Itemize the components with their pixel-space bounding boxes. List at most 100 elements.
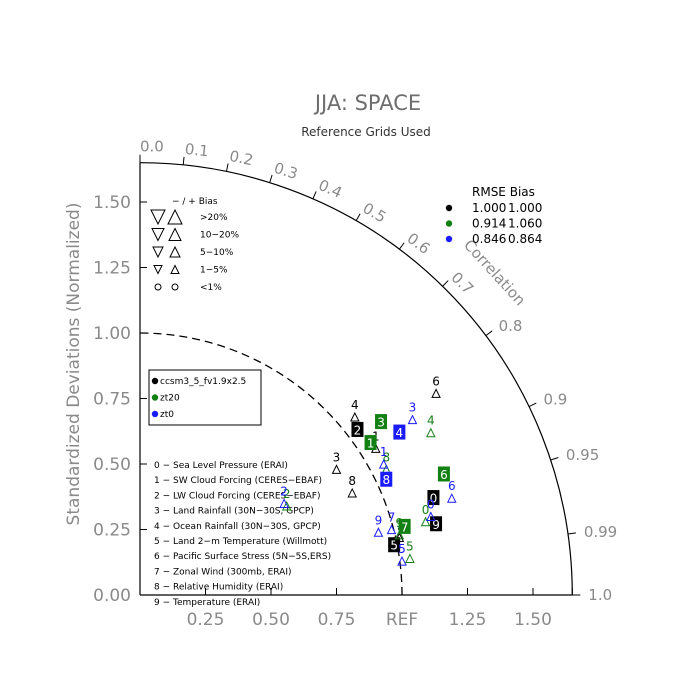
data-point-label: 7 — [388, 511, 396, 525]
data-point-label: 4 — [351, 398, 359, 412]
correlation-tick-label: 0.95 — [566, 446, 599, 464]
marker-box — [388, 537, 401, 553]
data-point-label: 0 — [422, 503, 430, 517]
case-dot-icon — [151, 410, 159, 418]
case-dot-icon — [151, 394, 159, 401]
variable-legend: 0 − Sea Level Pressure (ERAI) 1 − SW Clou… — [154, 461, 331, 608]
data-point-label: 8 — [382, 450, 390, 464]
bias-triangle-icon — [373, 527, 384, 537]
data-point-label: 4 — [427, 414, 435, 428]
y-tick-label: 0.75 — [93, 390, 131, 410]
circle-icon — [171, 283, 179, 291]
y-tick-label: 1.50 — [93, 193, 131, 213]
variable-legend-label: 1 − SW Cloud Forcing (CERES−EBAF) — [154, 476, 322, 486]
circle-icon — [154, 283, 162, 291]
marker-box — [393, 424, 406, 440]
rmse-legend-header: RMSE Bias — [472, 185, 535, 199]
marker-box — [364, 435, 377, 451]
correlation-tick-label: 0.1 — [184, 140, 210, 160]
bias-value: 0.864 — [508, 232, 542, 246]
chart-title: JJA: SPACE — [313, 91, 421, 115]
correlation-tick-mark — [312, 191, 317, 199]
correlation-tick-mark — [550, 457, 559, 461]
variable-legend-label: 3 − Land Rainfall (30N−30S, GPCP) — [154, 507, 314, 517]
bias-value: 1.060 — [508, 217, 542, 231]
bias-triangle-icon — [407, 414, 418, 425]
case-legend-label: ccsm3_5_fv1.9x2.5 — [160, 377, 246, 387]
data-point-label: 2 — [283, 487, 291, 501]
correlation-tick-label: 0.0 — [140, 138, 164, 156]
rmse-value: 0.846 — [472, 232, 506, 246]
reference-arc — [139, 332, 403, 596]
marker-box — [351, 421, 364, 437]
x-tick-label: 0.25 — [187, 610, 225, 630]
correlation-tick-mark — [442, 280, 449, 287]
data-point-label: 5 — [406, 539, 414, 553]
data-point-label: 8 — [348, 474, 356, 488]
bias-legend-label: 1−5% — [200, 266, 228, 276]
y-axis-label: Standardized Deviations (Normalized) — [64, 203, 84, 526]
variable-legend-label: 8 − Relative Humidity (ERAI) — [154, 583, 283, 593]
case-dot-icon — [151, 377, 159, 385]
bias-triangle-icon — [426, 511, 436, 522]
variable-legend-label: 9 − Temperature (ERAI) — [154, 598, 260, 608]
correlation-label: Correlation — [460, 236, 529, 309]
triangle-up-icon — [167, 208, 183, 225]
y-tick-label: 0.00 — [93, 586, 131, 606]
data-point-label: 3 — [333, 450, 341, 464]
x-tick-label: 0.75 — [318, 610, 356, 630]
correlation-tick-label: 1.0 — [588, 586, 612, 604]
data-point-label: 4 — [396, 426, 404, 440]
correlation-tick-mark — [528, 402, 537, 408]
triangle-up-icon — [170, 264, 180, 274]
correlation-tick-mark — [398, 242, 405, 250]
marker-box — [375, 414, 388, 430]
data-point-label: 9 — [375, 513, 383, 527]
rmse-value: 1.000 — [472, 201, 506, 215]
correlation-tick-label: 0.5 — [360, 199, 390, 227]
variable-legend-label: 6 − Pacific Surface Stress (5N−5S,ERS) — [154, 552, 331, 562]
bias-value: 1.000 — [508, 201, 542, 215]
bias-triangle-icon — [394, 529, 405, 540]
data-points: 012345678901234567890123456789 — [279, 374, 457, 566]
correlation-tick-mark — [182, 156, 185, 165]
x-tick-label: 1.25 — [449, 610, 487, 630]
data-point-label: 5 — [398, 542, 406, 556]
case-legend-label: zt20 — [160, 394, 180, 404]
correlation-tick-label: 0.3 — [272, 159, 300, 183]
bias-legend-label: >20% — [200, 213, 228, 223]
correlation-tick-mark — [485, 330, 493, 337]
rmse-value: 0.914 — [472, 217, 506, 231]
variable-legend-label: 2 − LW Cloud Forcing (CERES−EBAF) — [154, 491, 320, 501]
y-tick-label: 0.25 — [93, 521, 131, 541]
bias-triangle-icon — [431, 388, 441, 398]
correlation-tick-label: 0.9 — [543, 391, 567, 409]
bias-triangle-icon — [405, 553, 415, 563]
bias-triangle-icon — [386, 524, 397, 535]
data-point-label: 6 — [440, 468, 448, 482]
triangle-down-icon — [150, 209, 166, 226]
marker-box — [398, 518, 411, 534]
triangle-down-icon — [153, 265, 163, 275]
bias-triangle-icon — [347, 487, 358, 498]
y-tick-label: 1.00 — [93, 324, 131, 344]
variable-legend-label: 7 − Zonal Wind (300mb, ERAI) — [154, 567, 292, 577]
case-legend: ccsm3_5_fv1.9x2.5 zt20 zt0 — [148, 369, 262, 426]
correlation-tick-label: 0.7 — [448, 268, 478, 298]
correlation-tick-label: 0.99 — [584, 523, 617, 541]
bias-legend-header: − / + Bias — [172, 197, 218, 207]
data-point-label: 0 — [427, 498, 435, 512]
marker-box — [427, 490, 440, 506]
x-tick-label: 0.50 — [252, 610, 290, 630]
marker-box — [430, 516, 443, 532]
axes: 0.25 0.50 0.75 1.25 1.50REF0.000.250.500.751… — [93, 162, 573, 630]
data-point-label: 5 — [390, 539, 398, 553]
marker-box — [380, 471, 393, 487]
correlation-tick-mark — [269, 174, 273, 183]
data-point-label: 2 — [280, 484, 288, 498]
bias-triangle-icon — [394, 532, 405, 542]
data-point-label: 0 — [430, 492, 438, 506]
variable-legend-label: 5 − Land 2−m Temperature (Willmott) — [154, 537, 327, 547]
